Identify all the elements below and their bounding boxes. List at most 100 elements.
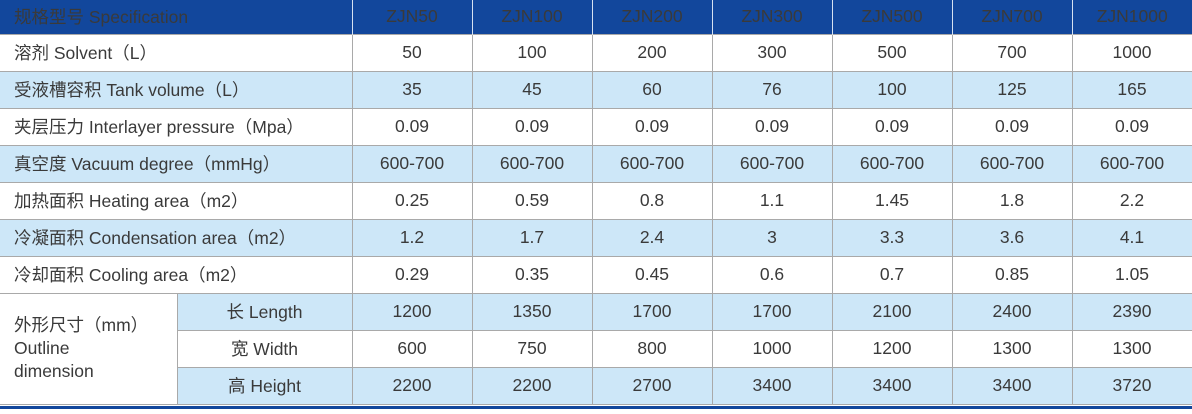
header-model-zjn100: ZJN100 — [472, 0, 593, 34]
value-cell: 0.29 — [351, 255, 473, 294]
header-specification-label: 规格型号 Specification — [0, 0, 353, 34]
table-row: 高 Height 2200 2200 2700 3400 3400 3400 3720 — [0, 366, 1192, 405]
row-label: 冷凝面积 Condensation area（m2） — [0, 218, 353, 257]
group-label-line: dimension — [14, 361, 94, 382]
table-row: 溶剂 Solvent（L） 50 100 200 300 500 700 1000 — [0, 33, 1192, 72]
value-cell: 1300 — [1071, 329, 1192, 368]
value-cell: 76 — [711, 70, 833, 109]
value-cell: 2700 — [591, 366, 713, 405]
row-label: 真空度 Vacuum degree（mmHg） — [0, 144, 353, 183]
value-cell: 0.85 — [951, 255, 1073, 294]
value-cell: 2400 — [951, 292, 1073, 331]
value-cell: 800 — [591, 329, 713, 368]
table-row: 加热面积 Heating area（m2） 0.25 0.59 0.8 1.1 1.45 1… — [0, 181, 1192, 220]
value-cell: 3 — [711, 218, 833, 257]
value-cell: 600-700 — [711, 144, 833, 183]
value-cell: 165 — [1071, 70, 1192, 109]
value-cell: 700 — [951, 33, 1073, 72]
value-cell: 600 — [351, 329, 473, 368]
value-cell: 2200 — [351, 366, 473, 405]
value-cell: 0.09 — [591, 107, 713, 146]
value-cell: 3400 — [711, 366, 833, 405]
table-row: 真空度 Vacuum degree（mmHg） 600-700 600-700 600… — [0, 144, 1192, 183]
value-cell: 45 — [471, 70, 593, 109]
dimension-sub-label: 宽 Width — [177, 329, 353, 368]
header-model-zjn200: ZJN200 — [592, 0, 713, 34]
value-cell: 600-700 — [951, 144, 1073, 183]
group-label-line: Outline — [14, 337, 70, 358]
value-cell: 0.09 — [951, 107, 1073, 146]
value-cell: 2.2 — [1071, 181, 1192, 220]
value-cell: 1200 — [831, 329, 953, 368]
header-row: 规格型号 Specification ZJN50 ZJN100 ZJN200 Z… — [0, 0, 1192, 34]
spec-table-header: 规格型号 Specification ZJN50 ZJN100 ZJN200 Z… — [0, 0, 1192, 34]
value-cell: 0.09 — [351, 107, 473, 146]
value-cell: 3.6 — [951, 218, 1073, 257]
header-model-zjn50: ZJN50 — [352, 0, 473, 34]
value-cell: 2390 — [1071, 292, 1192, 331]
value-cell: 3400 — [831, 366, 953, 405]
value-cell: 100 — [831, 70, 953, 109]
value-cell: 0.09 — [831, 107, 953, 146]
value-cell: 1300 — [951, 329, 1073, 368]
dimension-sub-label: 长 Length — [176, 292, 353, 331]
value-cell: 0.09 — [711, 107, 833, 146]
value-cell: 0.8 — [591, 181, 713, 220]
value-cell: 600-700 — [831, 144, 953, 183]
value-cell: 3720 — [1071, 366, 1192, 405]
header-model-zjn300: ZJN300 — [712, 0, 833, 34]
value-cell: 1700 — [711, 292, 833, 331]
header-model-zjn500: ZJN500 — [832, 0, 953, 34]
bottom-accent-bar — [0, 405, 1192, 409]
value-cell: 0.45 — [591, 255, 713, 294]
value-cell: 0.09 — [1071, 107, 1192, 146]
value-cell: 4.1 — [1071, 218, 1192, 257]
value-cell: 1.45 — [831, 181, 953, 220]
group-label-line: 外形尺寸（mm） — [14, 314, 149, 335]
table-row: 宽 Width 600 750 800 1000 1200 1300 1300 — [0, 329, 1192, 368]
value-cell: 1350 — [471, 292, 593, 331]
value-cell: 0.35 — [471, 255, 593, 294]
value-cell: 600-700 — [471, 144, 593, 183]
value-cell: 1000 — [1071, 33, 1192, 72]
value-cell: 750 — [471, 329, 593, 368]
value-cell: 0.7 — [831, 255, 953, 294]
header-model-zjn700: ZJN700 — [952, 0, 1073, 34]
value-cell: 1700 — [591, 292, 713, 331]
value-cell: 300 — [711, 33, 833, 72]
row-label: 受液槽容积 Tank volume（L） — [0, 70, 353, 109]
value-cell: 1000 — [711, 329, 833, 368]
value-cell: 600-700 — [591, 144, 713, 183]
value-cell: 1.7 — [471, 218, 593, 257]
table-row: 冷凝面积 Condensation area（m2） 1.2 1.7 2.4 3 3.3 3… — [0, 218, 1192, 257]
table-row: 外形尺寸（mm） Outline dimension 长 Length 1200 1350… — [0, 292, 1192, 405]
table-row: 冷却面积 Cooling area（m2） 0.29 0.35 0.45 0.6 0.7 0… — [0, 255, 1192, 294]
value-cell: 1.2 — [351, 218, 473, 257]
value-cell: 3.3 — [831, 218, 953, 257]
row-label: 加热面积 Heating area（m2） — [0, 181, 353, 220]
value-cell: 500 — [831, 33, 953, 72]
value-cell: 200 — [591, 33, 713, 72]
table-row: 夹层压力 Interlayer pressure（Mpa） 0.09 0.09 0.0… — [0, 107, 1192, 146]
dimension-sub-label: 高 Height — [177, 366, 353, 405]
value-cell: 0.25 — [351, 181, 473, 220]
value-cell: 60 — [591, 70, 713, 109]
value-cell: 100 — [471, 33, 593, 72]
value-cell: 1200 — [351, 292, 473, 331]
value-cell: 3400 — [951, 366, 1073, 405]
table-row: 受液槽容积 Tank volume（L） 35 45 60 76 100 125 165 — [0, 70, 1192, 109]
row-label: 冷却面积 Cooling area（m2） — [0, 255, 353, 294]
value-cell: 2100 — [831, 292, 953, 331]
spec-table: 规格型号 Specification ZJN50 ZJN100 ZJN200 Z… — [0, 0, 1192, 405]
value-cell: 0.59 — [471, 181, 593, 220]
row-label: 夹层压力 Interlayer pressure（Mpa） — [0, 107, 353, 146]
header-model-zjn1000: ZJN1000 — [1072, 0, 1192, 34]
value-cell: 35 — [351, 70, 473, 109]
value-cell: 0.6 — [711, 255, 833, 294]
value-cell: 2.4 — [591, 218, 713, 257]
value-cell: 1.1 — [711, 181, 833, 220]
value-cell: 1.8 — [951, 181, 1073, 220]
spec-table-body: 溶剂 Solvent（L） 50 100 200 300 500 700 1000 受液槽容积 … — [0, 33, 1192, 405]
outline-dimension-group-label: 外形尺寸（mm） Outline dimension — [0, 292, 178, 405]
